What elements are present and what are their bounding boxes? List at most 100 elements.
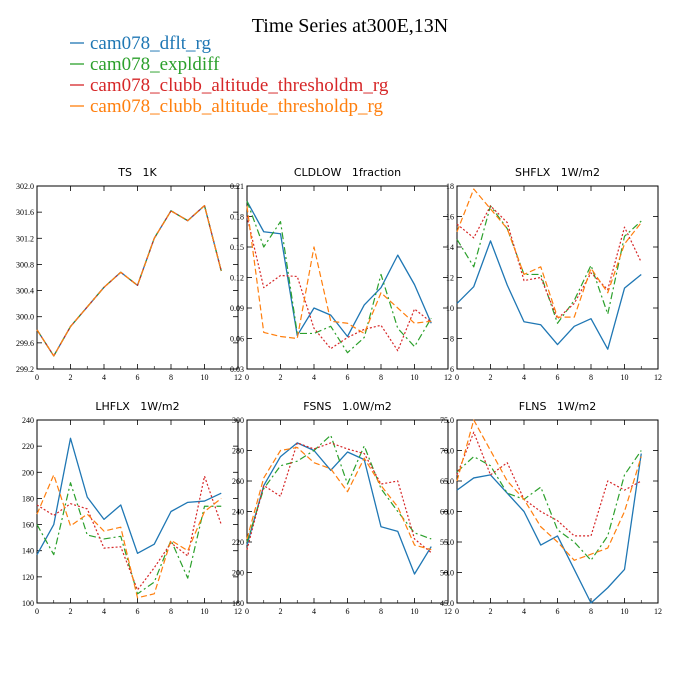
y-tick-label: 0.03 — [230, 365, 244, 374]
series-line — [246, 206, 432, 340]
series-line — [456, 419, 642, 561]
y-tick-label: 180 — [232, 599, 244, 608]
x-tick-label: 8 — [169, 607, 173, 616]
axes-frame — [246, 419, 449, 604]
y-tick-label: 160 — [22, 521, 34, 530]
y-tick-label: 240 — [22, 416, 34, 425]
x-tick-label: 2 — [489, 607, 493, 616]
series-line — [36, 205, 222, 357]
x-tick-label: 4 — [102, 373, 106, 382]
axes-frame — [36, 419, 239, 604]
x-tick-label: 0 — [245, 607, 249, 616]
x-tick-label: 0 — [35, 373, 39, 382]
x-tick-label: 6 — [556, 607, 560, 616]
y-tick-label: 100 — [22, 599, 34, 608]
y-tick-label: 12 — [446, 274, 454, 283]
series-line — [246, 200, 432, 338]
x-tick-label: 2 — [489, 373, 493, 382]
y-tick-label: 55.0 — [440, 538, 454, 547]
series-line — [36, 205, 222, 357]
x-tick-label: 6 — [136, 607, 140, 616]
series-line — [456, 205, 642, 324]
chart-panel: FLNS 1W/m20 2 4 6 8 10 1245.050.055.060.065.07… — [440, 400, 662, 616]
y-tick-label: 70.0 — [440, 447, 454, 456]
y-tick-label: 280 — [232, 447, 244, 456]
x-tick-label: 2 — [69, 607, 73, 616]
y-tick-label: 301.6 — [16, 208, 34, 217]
series-line — [456, 431, 642, 537]
x-tick-label: 4 — [312, 607, 316, 616]
panel-title: TS 1K — [117, 166, 157, 179]
series-line — [246, 434, 432, 543]
x-tick-label: 10 — [621, 373, 629, 382]
series-line — [36, 437, 222, 555]
legend: cam078_dflt_rgcam078_expldiffcam078_club… — [70, 33, 389, 117]
x-tick-label: 4 — [522, 373, 526, 382]
y-tick-label: 200 — [232, 569, 244, 578]
x-tick-label: 8 — [589, 373, 593, 382]
y-tick-label: 140 — [22, 547, 34, 556]
y-tick-label: 220 — [22, 442, 34, 451]
x-tick-label: 6 — [346, 373, 350, 382]
x-tick-label: 10 — [411, 607, 419, 616]
y-tick-label: 0.18 — [230, 213, 244, 222]
x-tick-label: 8 — [379, 607, 383, 616]
y-tick-label: 300.8 — [16, 260, 34, 269]
series-line — [456, 188, 642, 318]
y-tick-label: 300.4 — [16, 287, 34, 296]
y-tick-label: 14 — [446, 243, 454, 252]
y-tick-label: 60.0 — [440, 508, 454, 517]
y-tick-label: 299.2 — [16, 365, 34, 374]
y-tick-label: 120 — [22, 573, 34, 582]
legend-label: cam078_clubb_altitude_thresholdp_rg — [90, 96, 384, 117]
series-line — [36, 475, 222, 591]
panel-title: LHFLX 1W/m2 — [95, 400, 179, 413]
x-tick-label: 8 — [169, 373, 173, 382]
x-tick-label: 8 — [589, 607, 593, 616]
y-tick-label: 0.21 — [230, 182, 244, 191]
x-tick-label: 12 — [444, 607, 452, 616]
y-tick-label: 301.2 — [16, 234, 34, 243]
series-line — [246, 442, 432, 575]
axes-frame — [456, 419, 659, 604]
x-tick-label: 12 — [444, 373, 452, 382]
chart-panel: TS 1K 0 2 4 6 8 10 12 299.2 299.6 300.0 300.4 300.8 3… — [16, 166, 242, 382]
x-tick-label: 10 — [201, 607, 209, 616]
x-tick-label: 6 — [136, 373, 140, 382]
series-line — [36, 204, 222, 357]
panels: TS 1K 0 2 4 6 8 10 12 299.2 299.6 300.0 300.4 300.8 3… — [16, 166, 662, 616]
y-tick-label: 8 — [450, 335, 454, 344]
series-line — [36, 474, 222, 599]
series-line — [246, 216, 432, 352]
x-tick-label: 4 — [102, 607, 106, 616]
x-tick-label: 4 — [522, 607, 526, 616]
x-tick-label: 0 — [245, 373, 249, 382]
x-tick-label: 2 — [279, 373, 283, 382]
y-tick-label: 300.0 — [16, 313, 34, 322]
x-tick-label: 12 — [654, 373, 662, 382]
x-tick-label: 2 — [279, 607, 283, 616]
y-tick-label: 220 — [232, 538, 244, 547]
series-line — [246, 201, 432, 354]
y-tick-label: 18 — [446, 182, 454, 191]
axes-frame — [36, 185, 239, 370]
panel-title: FSNS 1.0W/m2 — [303, 400, 392, 413]
x-tick-label: 12 — [234, 373, 242, 382]
legend-label: cam078_clubb_altitude_thresholdm_rg — [90, 75, 389, 96]
legend-label: cam078_expldiff — [90, 54, 220, 75]
y-tick-label: 302.0 — [16, 182, 34, 191]
panel-title: CLDLOW 1fraction — [294, 166, 401, 179]
y-tick-label: 10 — [446, 304, 454, 313]
y-tick-label: 75.0 — [440, 416, 454, 425]
y-tick-label: 260 — [232, 477, 244, 486]
series-line — [36, 482, 222, 595]
x-tick-label: 2 — [69, 373, 73, 382]
figure-title: Time Series at300E,13N — [252, 15, 448, 37]
y-tick-label: 299.6 — [16, 339, 34, 348]
y-tick-label: 6 — [450, 365, 454, 374]
y-tick-label: 240 — [232, 508, 244, 517]
series-line — [456, 205, 642, 320]
